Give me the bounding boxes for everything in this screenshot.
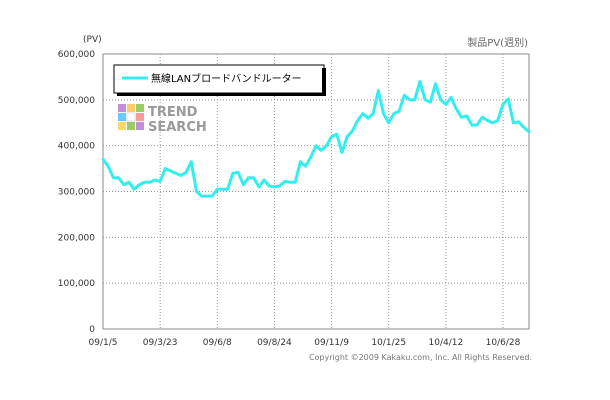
copyright-notice: Copyright ©2009 Kakaku.com, Inc. All Rig… [309, 353, 532, 362]
chart-title: 製品PV(週別) [467, 36, 528, 49]
x-tick-label: 10/4/12 [429, 338, 464, 348]
y-axis-unit-label: (PV) [83, 35, 102, 45]
y-tick-label: 600,000 [58, 50, 95, 60]
y-tick-label: 400,000 [58, 142, 95, 152]
legend: 無線LANブロードバンドルーター [113, 64, 326, 96]
x-tick-label: 09/1/5 [89, 338, 118, 348]
x-tick-label: 10/6/28 [486, 338, 521, 348]
series-line-1 [101, 80, 531, 198]
logo-text-line-1: TREND [148, 105, 198, 120]
x-axis-ticks: 09/1/5 09/3/23 09/6/8 09/8/24 09/11/9 10/1/25… [89, 338, 521, 348]
x-tick-label: 09/11/9 [314, 338, 349, 348]
y-tick-label: 100,000 [58, 279, 95, 289]
x-tick-label: 09/3/23 [143, 338, 178, 348]
y-tick-label: 200,000 [58, 233, 95, 243]
series-layer [101, 80, 531, 198]
y-tick-label: 300,000 [58, 188, 95, 198]
x-tick-label: 10/1/25 [371, 338, 406, 348]
y-tick-label: 500,000 [58, 96, 95, 106]
x-tick-label: 09/6/8 [203, 338, 232, 348]
logo-text-line-2: SEARCH [148, 120, 207, 135]
y-axis-ticks: 600,000 500,000 400,000 300,000 200,000 100,0… [58, 50, 95, 335]
x-tick-label: 09/8/24 [257, 338, 292, 348]
y-tick-label: 0 [89, 325, 95, 335]
trend-search-logo: TREND SEARCH [118, 104, 207, 135]
legend-label-series-1: 無線LANブロードバンドルーター [151, 72, 302, 85]
